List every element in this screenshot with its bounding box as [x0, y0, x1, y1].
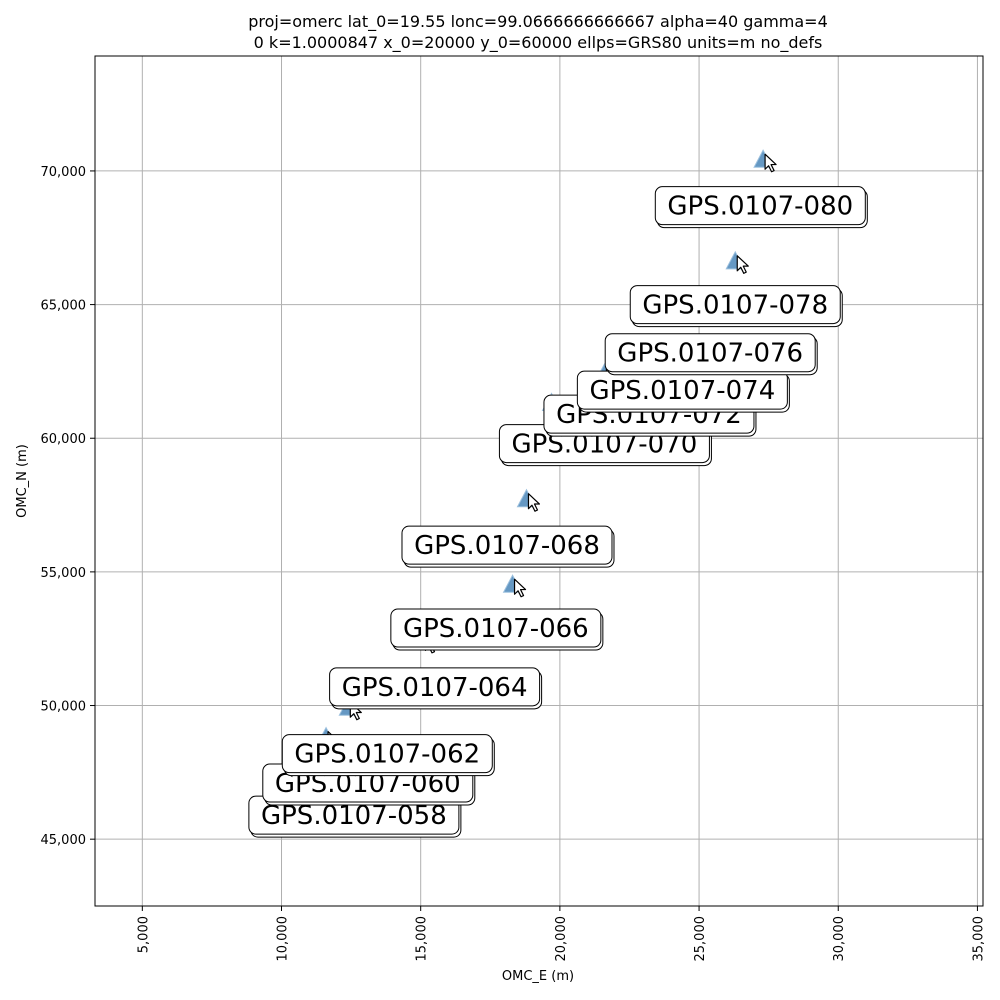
label-box [281, 734, 493, 774]
x-tick-label: 10,000 [276, 916, 291, 962]
label-box [654, 186, 866, 226]
chart-title-line-2: 0 k=1.0000847 x_0=20000 y_0=60000 ellps=… [254, 33, 823, 53]
y-tick-label: 70,000 [41, 165, 87, 180]
cursor-arrow-icon [527, 493, 541, 512]
grid-layer [95, 56, 983, 906]
chart-title-line-1: proj=omerc lat_0=19.55 lonc=99.066666666… [248, 12, 828, 32]
gps-point-label: GPS.0107-058 [261, 801, 447, 831]
x-tick-label: 5,000 [136, 916, 151, 953]
y-tick-label: 55,000 [41, 566, 87, 581]
gps-point-label: GPS.0107-062 [294, 740, 480, 770]
label-box [629, 285, 841, 325]
gps-point-label: GPS.0107-074 [589, 376, 775, 406]
gps-point-label: GPS.0107-066 [403, 614, 589, 644]
y-tick-label: 65,000 [41, 299, 87, 314]
x-axis-label: OMC_E (m) [502, 969, 574, 984]
gps-point-label: GPS.0107-080 [667, 192, 853, 222]
y-tick-label: 50,000 [41, 700, 87, 715]
cursor-arrow-icon [764, 153, 777, 173]
label-box [390, 608, 602, 648]
x-tick-label: 35,000 [971, 916, 986, 962]
x-tick-label: 15,000 [415, 916, 430, 962]
label-box [329, 667, 541, 707]
y-axis-label: OMC_N (m) [15, 444, 30, 518]
cursor-arrow-icon [736, 255, 749, 274]
gps-point-label: GPS.0107-068 [414, 531, 600, 561]
y-tick-label: 45,000 [41, 833, 87, 848]
gps-point-label: GPS.0107-064 [342, 673, 528, 703]
x-tick-label: 20,000 [554, 916, 569, 962]
label-box [604, 333, 816, 373]
gps-point-label: GPS.0107-078 [642, 291, 828, 321]
tick-layer: 5,000 10,000 15,000 20,000 25,000 30,000 35,00… [41, 165, 987, 962]
plot-frame [94, 55, 984, 907]
label-layer: GPS.0107-058GPS.0107-060GPS.0107-062GPS.… [248, 186, 868, 838]
cursor-arrow-icon [513, 578, 527, 598]
gps-point-label: GPS.0107-076 [617, 339, 803, 369]
label-box [401, 525, 613, 565]
x-tick-label: 30,000 [832, 916, 847, 962]
x-tick-label: 25,000 [693, 916, 708, 962]
y-tick-label: 60,000 [41, 432, 87, 447]
